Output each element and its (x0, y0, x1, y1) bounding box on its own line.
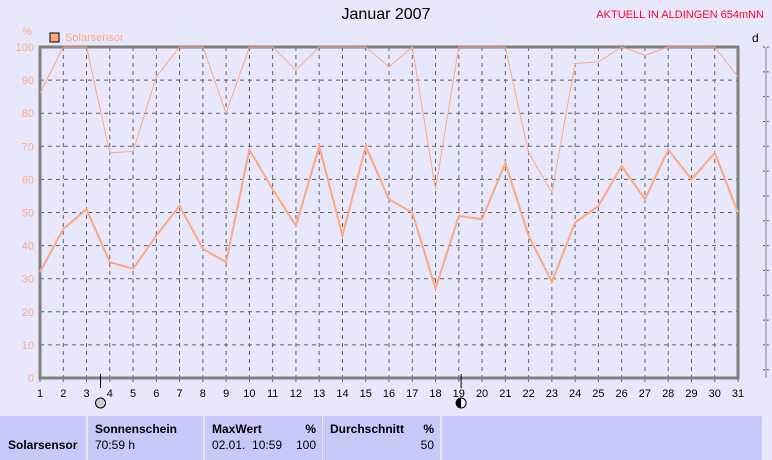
x-tick-label: 3 (83, 388, 89, 400)
y-tick-label: 70 (22, 141, 34, 153)
x-tick-label: 21 (499, 388, 511, 400)
x-tick-label: 14 (336, 388, 348, 400)
y-tick-label: 10 (22, 340, 34, 352)
x-tick-label: 29 (685, 388, 697, 400)
x-tick-label: 20 (476, 388, 488, 400)
x-tick-label: 27 (639, 388, 651, 400)
x-tick-label: 7 (177, 388, 183, 400)
sensor-name: Solarsensor (8, 438, 77, 452)
x-tick-label: 18 (429, 388, 441, 400)
y-tick-label: 20 (22, 307, 34, 319)
sunshine-label: Sonnenschein (95, 422, 177, 436)
y-tick-label: 50 (22, 208, 34, 220)
avg-unit: % (423, 422, 434, 436)
x-tick-label: 17 (406, 388, 418, 400)
x-tick-label: 2 (60, 388, 66, 400)
x-tick-label: 24 (569, 388, 581, 400)
x-tick-label: 15 (360, 388, 372, 400)
x-tick-label: 13 (313, 388, 325, 400)
x-tick-label: 25 (592, 388, 604, 400)
x-tick-label: 31 (732, 388, 744, 400)
summary-table: Solarsensor Sonnenschein 70:59 h MaxWert… (0, 414, 772, 458)
x-tick-label: 9 (223, 388, 229, 400)
avg-cell: Durchschnitt % 50 (323, 416, 440, 460)
x-tick-label: 16 (383, 388, 395, 400)
x-tick-label: 4 (107, 388, 113, 400)
x-tick-label: 6 (153, 388, 159, 400)
sunshine-cell: Sonnenschein 70:59 h (88, 416, 203, 460)
avg-value: 50 (421, 438, 434, 452)
x-tick-label: 23 (546, 388, 558, 400)
x-tick-label: 1 (37, 388, 43, 400)
y-tick-label: 90 (22, 75, 34, 87)
legend-entry: Solarsensor (65, 32, 124, 44)
empty-cell (442, 416, 762, 460)
y-tick-label: 0 (28, 373, 34, 385)
x-tick-label: 10 (243, 388, 255, 400)
x-tick-label: 8 (200, 388, 206, 400)
max-unit: % (305, 422, 316, 436)
full-moon-icon (95, 398, 105, 408)
x-tick-label: 22 (522, 388, 534, 400)
legend-swatch (50, 33, 59, 42)
x-tick-label: 12 (290, 388, 302, 400)
y-tick-label: 80 (22, 108, 34, 120)
x-tick-label: 26 (616, 388, 628, 400)
x-tick-label: 11 (267, 388, 278, 400)
max-date: 02.01. 10:59 (212, 438, 282, 452)
max-cell: MaxWert % 02.01. 10:59 100 (205, 416, 322, 460)
y-axis-label: % (22, 26, 32, 38)
max-label: MaxWert (212, 422, 262, 436)
y-tick-label: 100 (16, 42, 34, 54)
avg-label: Durchschnitt (330, 422, 404, 436)
x-tick-label: 5 (130, 388, 136, 400)
x-tick-label: 28 (662, 388, 674, 400)
max-value: 100 (296, 438, 316, 452)
x-tick-label: 30 (709, 388, 721, 400)
y-tick-label: 60 (22, 174, 34, 186)
sensor-cell: Solarsensor (0, 416, 86, 460)
y-tick-label: 30 (22, 274, 34, 286)
y-tick-label: 40 (22, 241, 34, 253)
sunshine-value: 70:59 h (95, 438, 135, 452)
